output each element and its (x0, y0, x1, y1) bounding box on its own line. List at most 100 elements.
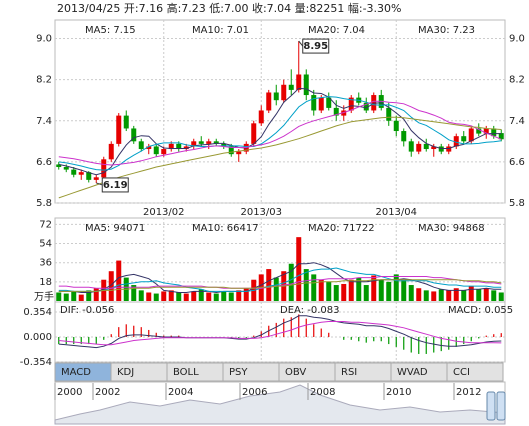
volume-bar (168, 290, 174, 301)
y-tick-label: -0.354 (20, 357, 52, 368)
scroll-handle-right[interactable] (496, 391, 506, 421)
volume-bar (146, 292, 152, 301)
volume-bar (221, 291, 227, 301)
candle-body (108, 143, 114, 160)
candle-body (318, 97, 324, 111)
legend-entry: MA10: 66417 (192, 223, 259, 234)
year-label: 2012 (456, 387, 481, 398)
tab-label[interactable]: PSY (229, 367, 248, 378)
y-tick-label: 6.6 (36, 157, 52, 168)
volume-bar (461, 290, 467, 301)
ma-line (58, 87, 502, 176)
candle-body (101, 159, 107, 178)
candle-body (453, 136, 459, 147)
y-tick-label: 0.000 (23, 332, 52, 343)
candle-body (56, 164, 62, 168)
volume-bar (191, 291, 197, 301)
volume-bar (296, 237, 302, 301)
candle-body (303, 74, 309, 96)
annotation-box (302, 38, 330, 54)
tab-label[interactable]: BOLL (173, 367, 199, 378)
scroll-handle-left[interactable] (486, 391, 496, 421)
tab-label[interactable]: WVAD (397, 367, 428, 378)
annotation: 6.19 (103, 180, 128, 191)
volume-bar (446, 290, 452, 301)
candle-body (483, 128, 489, 134)
volume-bar (311, 274, 317, 301)
candle-body (311, 95, 317, 111)
volume-bar (116, 260, 122, 301)
volume-bar (183, 293, 189, 301)
tab-label[interactable]: OBV (285, 367, 306, 378)
volume-bar (371, 275, 377, 301)
y-tick-label: 72 (39, 219, 52, 230)
volume-bar (393, 274, 399, 301)
volume-bar (273, 277, 279, 301)
legend-entry: MA5: 7.15 (85, 25, 136, 36)
legend-entry: MA30: 7.23 (418, 25, 475, 36)
y-tick-label: 9.0 (36, 34, 52, 45)
y-tick-label-right: 5.8 (509, 198, 525, 209)
tab-label[interactable]: KDJ (117, 367, 134, 378)
candle-body (236, 151, 242, 155)
x-tick-label: 2013/02 (143, 207, 185, 218)
candle-body (491, 128, 497, 137)
candle-body (183, 146, 189, 150)
ma-line (58, 100, 502, 166)
y-tick-label: 54 (39, 239, 52, 250)
volume-bar (213, 293, 219, 301)
legend-entry: MACD: 0.055 (448, 305, 513, 316)
volume-bar (326, 281, 332, 301)
volume-bar (491, 290, 497, 301)
y-tick-label: 7.4 (36, 116, 52, 127)
tab-label[interactable]: CCI (453, 367, 470, 378)
year-label: 2004 (168, 387, 193, 398)
volume-bar (71, 291, 77, 301)
tab[interactable] (446, 362, 504, 382)
candle-body (401, 131, 407, 142)
candle-body (71, 169, 77, 175)
candle-body (498, 133, 504, 140)
volume-bar (318, 279, 324, 301)
volume-bar (161, 291, 167, 301)
volume-bar (356, 277, 362, 301)
volume-bar (176, 292, 182, 301)
y-tick-label: 0.354 (23, 307, 52, 318)
candle-body (341, 110, 347, 116)
y-tick-label: 36 (39, 258, 52, 269)
ma-line (58, 315, 502, 349)
ma-line (58, 321, 502, 346)
tab-label[interactable]: MACD (61, 367, 91, 378)
candle-body (93, 177, 99, 180)
volume-bar (56, 292, 62, 301)
candle-body (288, 84, 294, 90)
candle-body (86, 172, 92, 180)
quote-header: 2013/04/25 开:7.16 高:7.23 低:7.00 收:7.04 量… (57, 1, 402, 15)
volume-bar (438, 289, 444, 301)
legend-entry: MA10: 7.01 (192, 25, 249, 36)
volume-bar (416, 288, 422, 301)
candle-body (431, 146, 437, 150)
tab-label[interactable]: RSI (341, 367, 357, 378)
legend-entry: MA20: 7.04 (308, 25, 365, 36)
legend-entry: DEA: -0.083 (280, 305, 339, 316)
volume-bar (63, 293, 69, 301)
candle-body (326, 97, 332, 108)
volume-bar (363, 285, 369, 301)
candle-body (131, 128, 137, 142)
volume-bar (153, 293, 159, 301)
candle-body (393, 120, 399, 132)
legend-entry: DIF: -0.056 (60, 305, 114, 316)
candle-body (281, 84, 287, 101)
y-tick-label-right: 9.0 (509, 34, 525, 45)
volume-bar (468, 286, 474, 301)
candle-body (416, 143, 422, 152)
ma-line (58, 267, 502, 292)
volume-bar (93, 288, 99, 301)
x-tick-label: 2013/04 (375, 207, 417, 218)
candle-body (153, 146, 159, 155)
candle-body (408, 141, 414, 152)
candle-body (116, 115, 122, 144)
volume-bar (378, 279, 384, 301)
